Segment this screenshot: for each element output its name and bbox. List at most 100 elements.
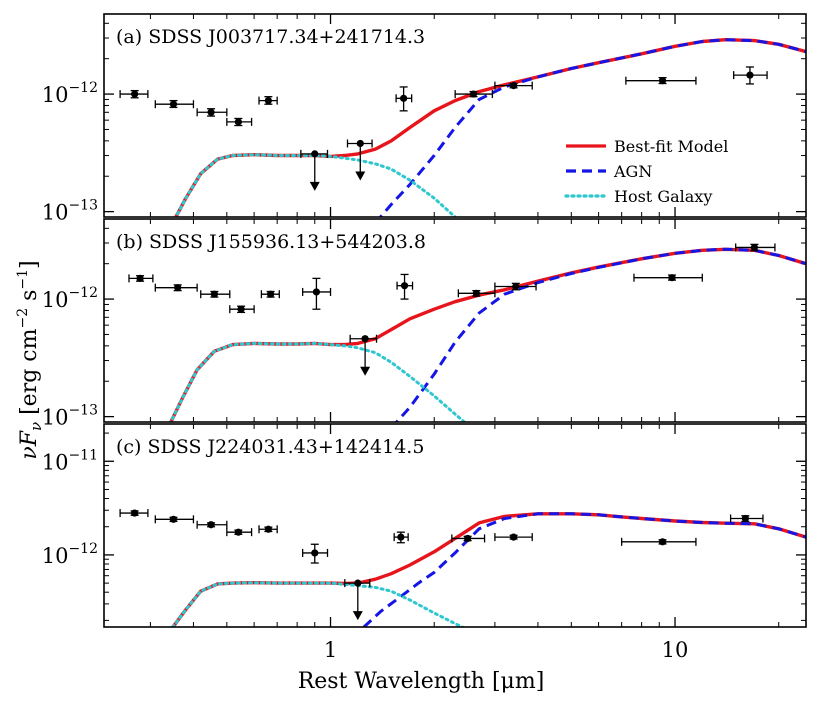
legend: Best-fit Model AGN Host Galaxy [564,137,728,206]
data-point-marker [237,305,245,313]
data-point-marker [668,274,676,282]
data-point [395,86,413,112]
data-point [302,277,332,310]
data-point [119,89,149,99]
panel-c-frame [103,423,807,628]
panel-a-title: (a) SDSS J003717.34+241714.3 [116,26,425,48]
y-tick-label-exp: −13 [68,403,98,419]
data-point-marker [311,549,319,557]
y-axis-title-units: [erg cm [17,328,42,422]
y-tick-label-base: 10 [42,450,69,474]
data-point [735,243,776,252]
y-tick-label: 10−12 [42,285,98,312]
data-point [196,108,228,117]
y-tick-label-exp: −12 [68,80,98,96]
data-point [457,289,496,298]
agn-line [394,247,806,422]
data-point [258,525,278,534]
x-tick-label: 1 [324,638,337,662]
data-point [729,514,764,523]
data-point-marker [469,90,478,98]
y-axis-title-s: s [17,290,42,308]
best-fit-model-line [168,247,806,422]
upper-limit-arrow-head [352,611,363,621]
data-point-marker [400,282,409,290]
data-point [346,139,373,181]
y-tick-label: 10−11 [42,447,98,474]
y-tick-label-base: 10 [42,544,69,568]
y-tick-label: 10−12 [42,541,98,568]
data-point-marker [510,533,518,541]
upper-limit-arrow-head [309,181,320,191]
y-axis-title-sub: ν [27,422,45,431]
data-point-marker [311,150,319,158]
agn-line [362,512,806,627]
host-galaxy-line [174,153,457,217]
y-axis-title-exp2: −1 [15,269,31,290]
data-point [349,334,378,376]
data-point-marker [361,335,369,343]
data-point [196,520,228,529]
data-point-marker [267,290,275,298]
x-axis-title: Rest Wavelength [μm] [298,669,545,694]
data-point [226,117,253,127]
panel-b-frame [103,218,807,423]
data-point-marker [356,139,364,148]
data-point-marker [131,90,139,98]
upper-limit-arrow-head [360,366,371,376]
y-tick-label-exp: −12 [68,285,98,301]
data-point [300,149,329,191]
data-point [396,273,414,300]
data-point [393,531,409,544]
data-point-marker [472,289,480,297]
data-point [494,533,533,542]
panel-a-frame [103,13,807,218]
data-point-marker [746,71,754,79]
y-tick-label-exp: −13 [68,198,98,214]
data-point [154,283,198,292]
y-tick-label: 10−12 [42,80,98,107]
data-point-marker [131,509,139,517]
data-point-marker [264,97,272,105]
panel-b-title: (b) SDSS J155936.13+544203.8 [116,231,426,253]
y-tick-label-base: 10 [42,201,69,225]
panel-a-curves [173,38,806,217]
host-galaxy-line [169,341,467,422]
x-tick-label: 10 [662,638,689,662]
data-point [733,66,768,85]
data-point [260,290,280,299]
data-point-marker [750,243,759,252]
data-point-marker [512,282,520,291]
data-point-marker [741,514,749,523]
data-point [621,537,697,546]
legend-label-agn: AGN [613,162,652,181]
y-tick-label-exp: −12 [68,541,98,557]
data-point-marker [207,108,215,116]
data-point [154,515,195,524]
data-point [454,90,494,99]
data-point-marker [400,94,408,102]
data-point [200,290,231,299]
data-point-marker [207,521,215,529]
data-point [154,99,195,109]
data-point [451,534,486,543]
data-point-marker [658,538,667,546]
data-point-marker [397,533,405,541]
data-point [494,81,533,90]
data-point [494,282,537,291]
data-point-marker [510,82,518,90]
panel-b-curves [168,247,806,422]
data-point [128,274,154,283]
y-tick-label-exp: −11 [68,447,98,463]
y-axis-title-exp1: −2 [15,308,31,329]
data-point-marker [234,118,242,126]
panel-c-title: (c) SDSS J224031.43+142414.5 [116,436,424,458]
data-point [633,273,703,282]
y-axis-title-main: νF [17,430,42,459]
y-tick-label: 10−13 [42,198,98,225]
data-point-marker [264,525,272,533]
